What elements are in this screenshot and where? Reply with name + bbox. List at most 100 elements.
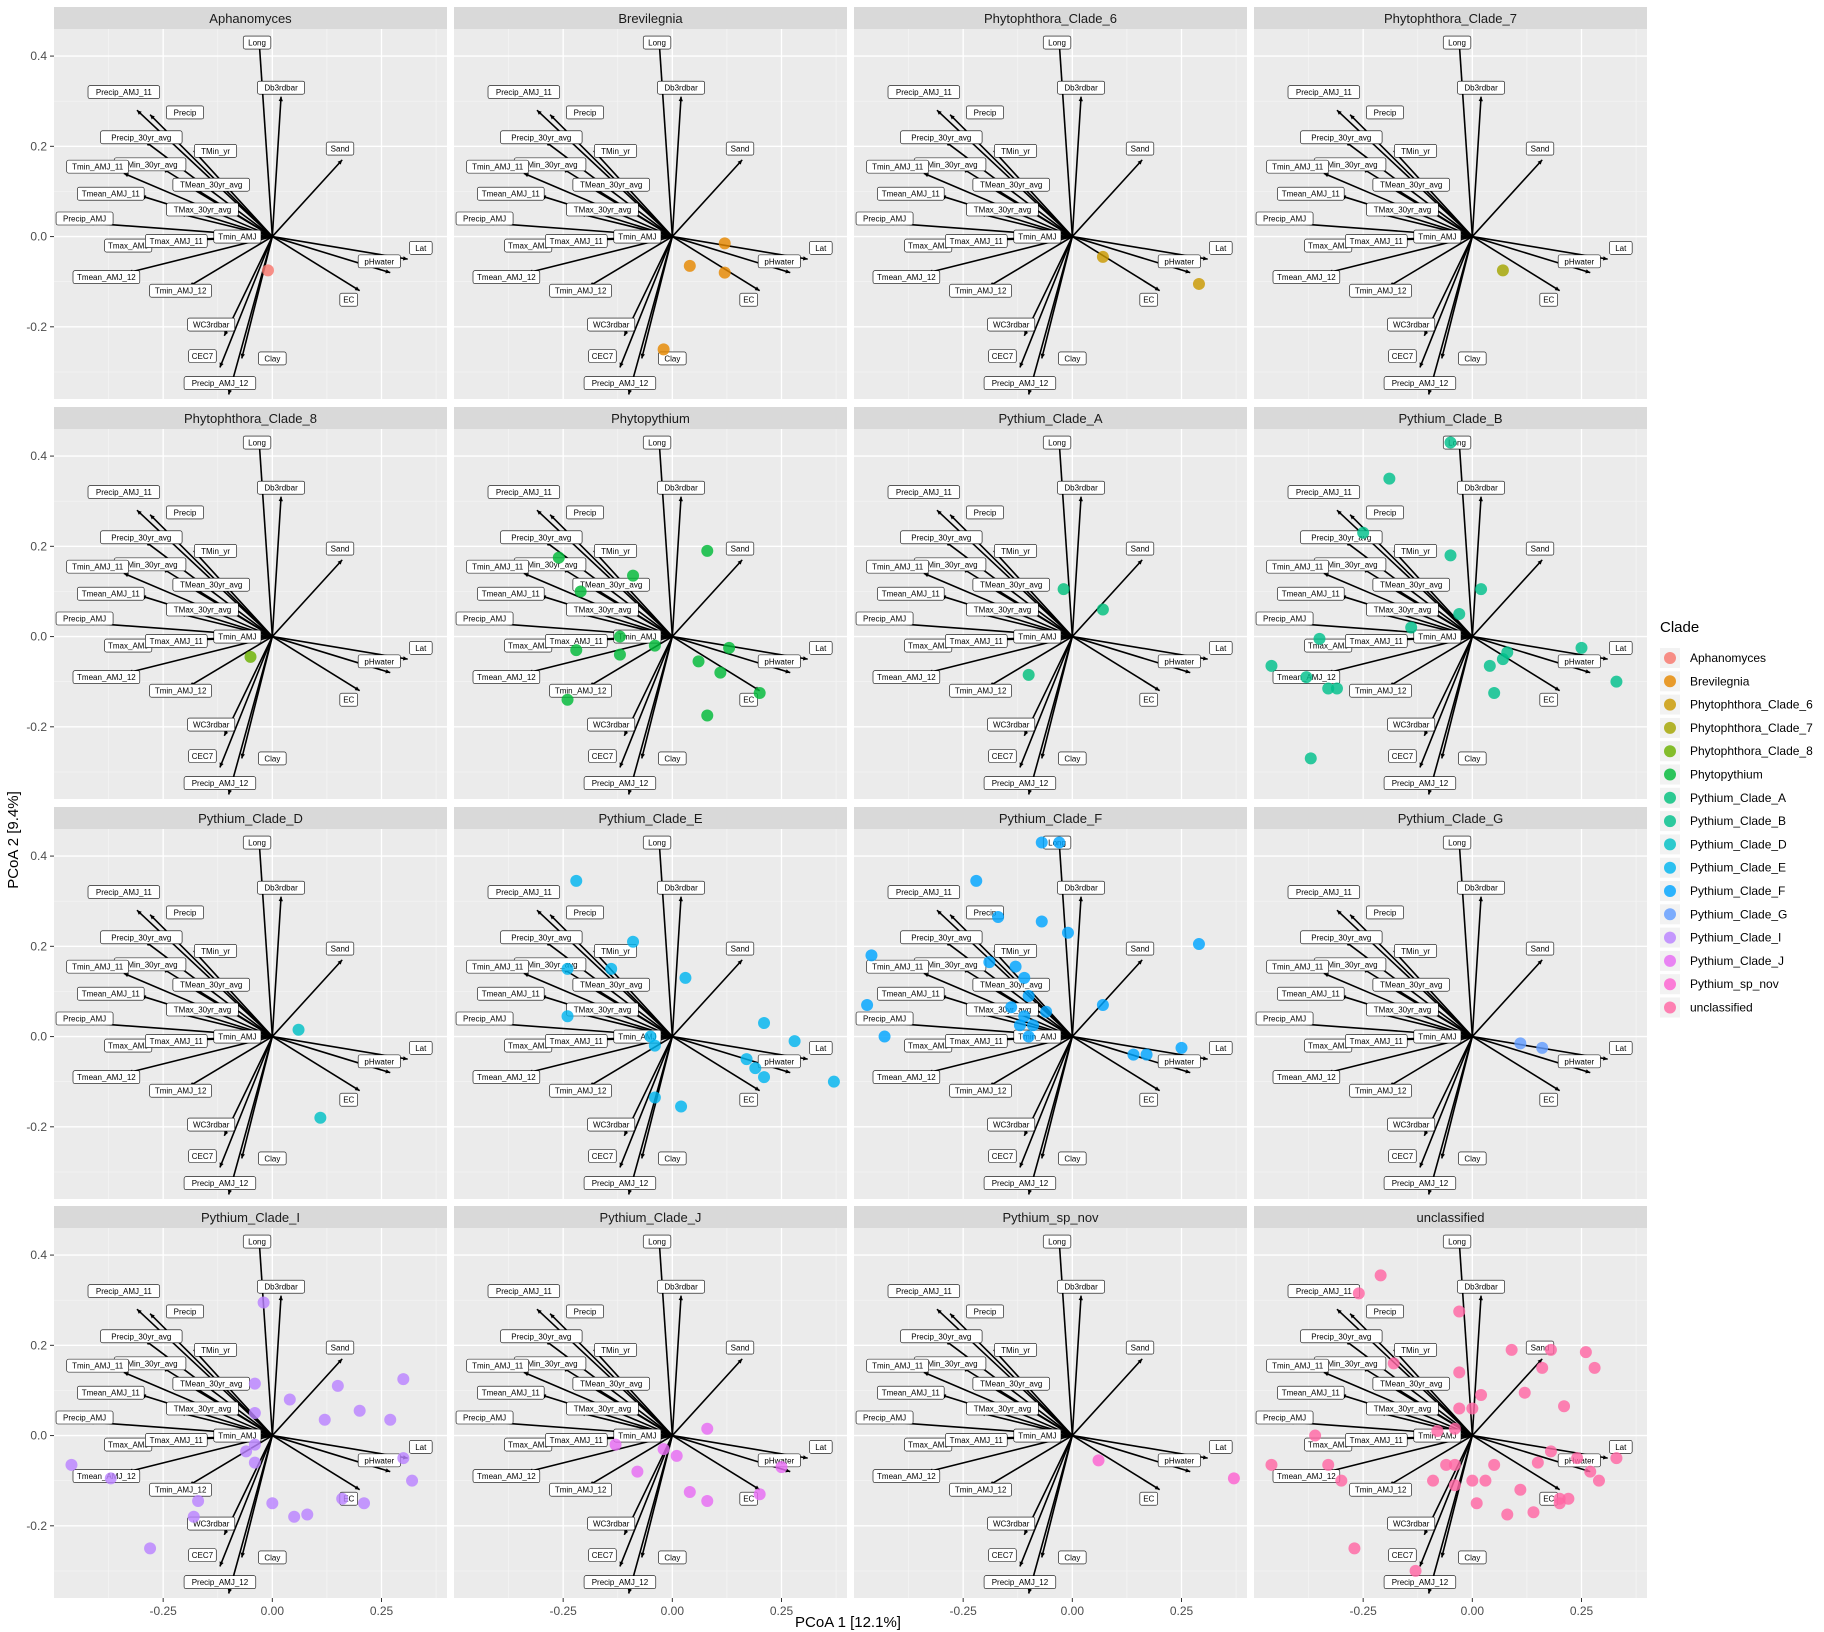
point-pythium-clade-i (358, 1497, 371, 1510)
vector-arrowhead (1336, 510, 1342, 515)
vector-arrowhead (536, 910, 542, 915)
vector-label-box (1388, 349, 1417, 363)
vector-label-text: TMax_30yr_avg (974, 205, 1031, 214)
vector-label-box (566, 202, 639, 217)
vector-arrowhead (1554, 286, 1560, 291)
vector-label-text: TMean_30yr_avg (980, 581, 1042, 590)
vector-label-text: WC3rdbar (1393, 321, 1430, 330)
vector-label-text: Tmin_AMJ (1418, 1033, 1456, 1042)
vector-label-text: TMax_30yr_avg (174, 205, 231, 214)
facet-panels: AphanomycesLongDb3rdbarSandPrecip_AMJ_11… (26, 7, 1647, 1618)
vector-label-tmin-yr: TMin_yr (994, 1343, 1038, 1357)
vector-label-text: Precip (574, 908, 597, 917)
vector-label-text: TMin_30yr_avg (1322, 160, 1377, 169)
point-phytopythium (552, 551, 565, 564)
vector-label-wc3rdbar: WC3rdbar (587, 717, 636, 732)
point-unclassified (1505, 1343, 1518, 1356)
vector-label-text: Precip_30yr_avg (1311, 133, 1371, 142)
vector-arrowhead (802, 256, 808, 261)
vector-label-text: Tmax_AMJ_11 (950, 637, 1004, 646)
point-unclassified (1470, 1497, 1483, 1510)
y-tick-label: -0.2 (26, 1519, 47, 1533)
vector-tmin-yr (1393, 550, 1473, 638)
vector-label-box (194, 144, 238, 158)
vector-label-text: Sand (1531, 145, 1550, 154)
vector-label-box (257, 80, 305, 95)
vector-label-box (949, 1482, 1012, 1497)
vector-label-tmin-yr: TMin_yr (1394, 144, 1438, 158)
point-unclassified (1553, 1497, 1566, 1510)
vector-label-precip-amj-11: Precip_AMJ_11 (87, 485, 161, 499)
vector-label-tmean-amj-12: Tmean_AMJ_12 (72, 670, 141, 684)
vector-label-box (1394, 1343, 1438, 1357)
vector-label-box (1394, 944, 1438, 958)
vector-label-box (72, 270, 141, 284)
vector-label-box (455, 1410, 514, 1425)
point-pythium-clade-i (187, 1510, 200, 1523)
vector-label-box (409, 1041, 433, 1055)
vector-label-text: Tmax_AMJ (908, 1441, 948, 1450)
vector-label-lat: Lat (409, 1041, 433, 1055)
point-phytopythium (701, 709, 714, 722)
point-pythium-clade-f (1035, 915, 1048, 928)
vector-arrowhead (1040, 753, 1045, 759)
vector-label-box (565, 105, 604, 120)
vector-label-ec: EC (1139, 292, 1158, 307)
vector-label-lat: Lat (1609, 1041, 1633, 1055)
vector-arrowhead (1185, 1069, 1191, 1074)
vector-arrowhead (754, 286, 760, 291)
point-pythium-clade-b (1357, 526, 1370, 539)
vector-label-text: Tmax_AMJ_11 (950, 237, 1004, 246)
vector-label-text: Tmin_AMJ (1018, 1033, 1056, 1042)
vector-label-text: Precip_AMJ_12 (592, 379, 649, 388)
vector-label-tmin-amj-11: Tmin_AMJ_11 (1266, 959, 1329, 974)
vector-label-text: WC3rdbar (593, 321, 630, 330)
vector-label-box (1300, 1329, 1383, 1344)
point-unclassified (1579, 1346, 1592, 1359)
vector-label-box (357, 1054, 401, 1069)
vector-ec (1471, 1434, 1561, 1491)
point-pythium-sp-nov (1092, 1454, 1105, 1467)
vector-label-text: CEC7 (1392, 1551, 1414, 1560)
vector-sand (271, 559, 343, 638)
vector-label-text: Tmax_AMJ (908, 242, 948, 251)
vector-label-text: Precip_AMJ_12 (192, 379, 249, 388)
point-phytopythium (574, 585, 587, 598)
vector-tmin-yr (193, 550, 273, 638)
vector-label-text: Tmin_AMJ (618, 1033, 656, 1042)
vector-label-box (642, 435, 672, 450)
vector-label-box (1349, 1083, 1412, 1098)
vector-label-db3rdbar: Db3rdbar (257, 1279, 305, 1294)
vector-label-box (87, 885, 161, 899)
vector-label-text: Sand (731, 1344, 750, 1353)
vector-arrowhead (227, 1588, 232, 1594)
vector-label-ec: EC (739, 1092, 758, 1107)
vector-label-box (725, 1340, 755, 1355)
point-pythium-clade-f (1061, 926, 1074, 939)
point-unclassified (1518, 1386, 1531, 1399)
vector-label-text: TMean_30yr_avg (580, 981, 642, 990)
vector-label-box (900, 530, 983, 545)
vector-label-long: Long (1442, 35, 1472, 50)
vector-label-phwater: pHwater (357, 1054, 401, 1069)
vector-label-text: CEC7 (592, 752, 614, 761)
vector-label-wc3rdbar: WC3rdbar (987, 1117, 1036, 1132)
vector-label-sand: Sand (325, 141, 355, 156)
vector-label-box (1139, 692, 1158, 707)
vector-label-tmin-yr: TMin_yr (1394, 544, 1438, 558)
vector-label-text: WC3rdbar (1393, 1520, 1430, 1529)
vector-label-precip: Precip (965, 505, 1004, 520)
vector-label-text: Precip_AMJ_12 (992, 779, 1049, 788)
vector-label-wc3rdbar: WC3rdbar (1387, 717, 1436, 732)
vector-label-box (1366, 1401, 1439, 1416)
vector-label-box (172, 177, 250, 192)
vector-label-text: pHwater (764, 657, 794, 666)
vector-label-box (945, 234, 1008, 248)
vector-label-lat: Lat (809, 241, 833, 255)
point-pythium-clade-j (775, 1461, 788, 1474)
vector-sand (1071, 559, 1143, 638)
legend-label: Phytophthora_Clade_6 (1690, 698, 1813, 712)
vector-label-box (194, 544, 238, 558)
vector-label-box (887, 85, 961, 99)
vector-label-box (1388, 1548, 1417, 1562)
